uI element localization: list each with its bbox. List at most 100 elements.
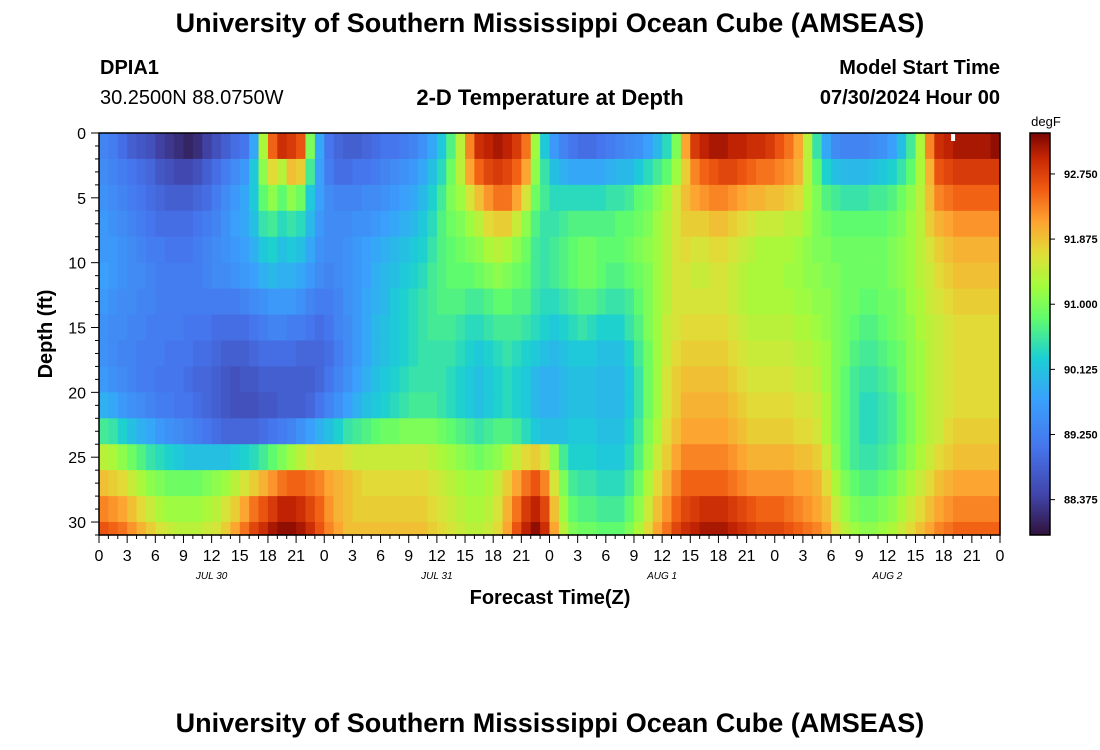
heatmap-cell: [812, 184, 823, 212]
heatmap-cell: [690, 522, 701, 536]
heatmap-cell: [164, 366, 175, 393]
heatmap-cell: [727, 444, 738, 471]
heatmap-cell: [699, 184, 710, 212]
heatmap-cell: [202, 496, 213, 523]
heatmap-cell: [455, 184, 466, 212]
heatmap-cell: [502, 366, 513, 393]
heatmap-cell: [727, 392, 738, 419]
heatmap-cell: [183, 444, 194, 471]
heatmap-cell: [267, 210, 278, 238]
heatmap-cell: [746, 444, 757, 471]
heatmap-cell: [408, 262, 419, 290]
heatmap-cell: [971, 158, 982, 186]
heatmap-cell: [127, 470, 138, 497]
heatmap-cell: [230, 133, 241, 160]
heatmap-cell: [455, 314, 466, 342]
heatmap-cell: [596, 288, 607, 316]
heatmap-cell: [99, 366, 109, 393]
heatmap-cell: [746, 392, 757, 419]
heatmap-cell: [324, 288, 335, 316]
heatmap-cell: [962, 366, 973, 393]
heatmap-cell: [671, 236, 682, 264]
heatmap-cell: [474, 340, 485, 368]
heatmap-cell: [521, 158, 532, 186]
heatmap-cell: [624, 314, 635, 342]
heatmap-cell: [192, 288, 203, 316]
heatmap-cell: [981, 340, 992, 368]
heatmap-cell: [981, 392, 992, 419]
heatmap-cell: [558, 522, 569, 536]
heatmap-cell: [577, 470, 588, 497]
heatmap-cell: [343, 184, 354, 212]
heatmap-cell: [455, 496, 466, 523]
heatmap-cell: [746, 314, 757, 342]
heatmap-cell: [277, 444, 288, 471]
heatmap-cell: [324, 470, 335, 497]
heatmap-cell: [690, 392, 701, 419]
heatmap-cell: [305, 496, 316, 523]
heatmap-cell: [981, 288, 992, 316]
heatmap-cell: [709, 470, 720, 497]
heatmap-cell: [962, 210, 973, 238]
heatmap-cell: [821, 133, 832, 160]
heatmap-cell: [906, 418, 917, 445]
heatmap-cell: [849, 366, 860, 393]
heatmap-cell: [314, 392, 325, 419]
heatmap-cell: [737, 184, 748, 212]
heatmap-cell: [99, 133, 109, 160]
heatmap-cell: [418, 314, 429, 342]
heatmap-cell: [155, 522, 166, 536]
heatmap-cell: [474, 184, 485, 212]
heatmap-cell: [849, 158, 860, 186]
heatmap-cell: [671, 158, 682, 186]
heatmap-cell: [953, 522, 964, 536]
heatmap-cell: [446, 496, 457, 523]
heatmap-cell: [784, 288, 795, 316]
heatmap-cell: [361, 158, 372, 186]
heatmap-cell: [314, 340, 325, 368]
heatmap-cell: [953, 314, 964, 342]
heatmap-cell: [633, 288, 644, 316]
heatmap-cell: [117, 158, 128, 186]
heatmap-cell: [934, 496, 945, 523]
heatmap-cell: [324, 496, 335, 523]
heatmap-cell: [277, 262, 288, 290]
heatmap-cell: [258, 236, 269, 264]
heatmap-cell: [164, 340, 175, 368]
heatmap-cell: [558, 366, 569, 393]
heatmap-cell: [239, 262, 250, 290]
heatmap-cell: [296, 340, 307, 368]
heatmap-cell: [971, 366, 982, 393]
heatmap-cell: [108, 314, 119, 342]
heatmap-cell: [596, 262, 607, 290]
heatmap-cell: [408, 288, 419, 316]
heatmap-cell: [99, 288, 109, 316]
heatmap-cell: [333, 236, 344, 264]
heatmap-cell: [577, 236, 588, 264]
heatmap-cell: [371, 418, 382, 445]
heatmap-cell: [615, 496, 626, 523]
heatmap-cell: [296, 522, 307, 536]
heatmap-cell: [774, 366, 785, 393]
heatmap-cell: [314, 470, 325, 497]
heatmap-cell: [286, 340, 297, 368]
heatmap-cell: [343, 392, 354, 419]
heatmap-cell: [530, 496, 541, 523]
heatmap-cell: [812, 133, 823, 160]
heatmap-cell: [371, 236, 382, 264]
heatmap-cell: [164, 210, 175, 238]
heatmap-cell: [633, 522, 644, 536]
heatmap-cell: [174, 340, 185, 368]
heatmap-cell: [343, 522, 354, 536]
heatmap-cell: [230, 470, 241, 497]
heatmap-cell: [737, 366, 748, 393]
heatmap-cell: [540, 470, 551, 497]
heatmap-cell: [596, 392, 607, 419]
heatmap-cell: [465, 158, 476, 186]
heatmap-cell: [652, 444, 663, 471]
heatmap-cell: [540, 236, 551, 264]
heatmap-cell: [483, 314, 494, 342]
heatmap-cell: [587, 158, 598, 186]
x-tick-label: 21: [963, 548, 981, 565]
heatmap-cell: [530, 340, 541, 368]
